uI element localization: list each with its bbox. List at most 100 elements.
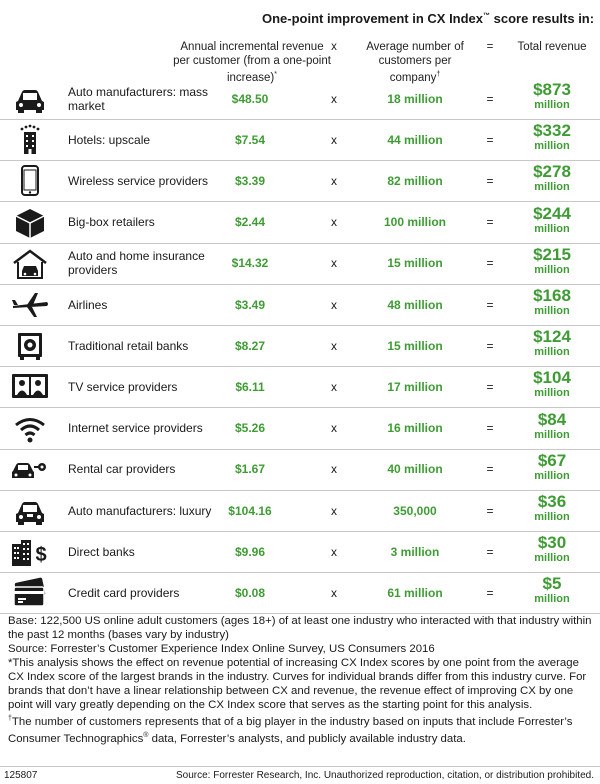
safe-icon [10, 330, 50, 361]
multiply-sign: x [331, 132, 337, 147]
table-row: $ Direct banks $9.96 x 3 million = $30 million [0, 531, 600, 574]
table-row: Auto manufacturers: luxury $104.16 x 350,00… [0, 490, 600, 532]
revenue-per-customer: $7.54 [234, 132, 266, 147]
equals-sign: = [486, 338, 494, 353]
multiply-sign: x [331, 297, 337, 312]
svg-text:$: $ [35, 544, 46, 566]
revenue-per-customer: $2.44 [234, 215, 266, 230]
customer-count: 350,000 [393, 503, 437, 518]
customer-count: 15 million [387, 338, 443, 353]
total-revenue-unit: million [534, 469, 570, 482]
total-revenue-unit: million [534, 428, 570, 441]
total-revenue: $84 million [510, 410, 594, 441]
multiply-sign: x [331, 173, 337, 188]
total-revenue-value: $278 [533, 162, 571, 182]
revenue-per-customer: $5.26 [234, 421, 266, 436]
revenue-per-customer: $1.67 [234, 462, 266, 477]
multiply-sign: x [331, 544, 337, 559]
table-row: Auto and home insurance providers $14.32 x… [0, 243, 600, 285]
total-revenue-unit: million [534, 140, 570, 153]
customer-count: 48 million [387, 297, 443, 312]
total-revenue: $278 million [510, 162, 594, 193]
table-row: Hotels: upscale $7.54 x 44 million = $332 mill… [0, 119, 600, 162]
multiply-sign: x [331, 256, 337, 271]
total-revenue-value: $124 [533, 327, 571, 347]
note-dagger: †The number of customers represents that… [8, 715, 573, 745]
revenue-per-customer: $3.39 [234, 173, 266, 188]
total-revenue: $36 million [510, 492, 594, 523]
column-header-total: Total revenue [517, 41, 587, 53]
revenue-per-customer: $14.32 [231, 256, 269, 271]
industry-name: Auto and home insurance providers [68, 249, 205, 278]
multiply-sign: x [331, 379, 337, 394]
figure-id: 125807 [4, 770, 38, 781]
phone-icon [10, 165, 50, 197]
industry-name: Rental car providers [68, 462, 176, 477]
customer-count: 16 million [387, 421, 443, 436]
total-revenue-value: $244 [533, 203, 571, 223]
total-revenue: $244 million [510, 204, 594, 235]
hotel-icon [10, 124, 50, 155]
building-dollar-icon: $ [10, 536, 50, 567]
total-revenue: $5 million [510, 574, 594, 605]
equals-sign: = [486, 421, 494, 436]
total-revenue: $30 million [510, 533, 594, 564]
revenue-per-customer: $0.08 [234, 585, 266, 600]
industry-name: Big-box retailers [68, 215, 155, 230]
column-header-per-customer: Annual incremental revenue per customer … [173, 41, 331, 84]
total-revenue: $873 million [510, 80, 594, 111]
total-revenue-value: $332 [533, 121, 571, 141]
total-revenue: $104 million [510, 368, 594, 399]
total-revenue-value: $168 [533, 286, 571, 305]
table-row: TV service providers $6.11 x 17 million = $10… [0, 366, 600, 409]
total-revenue-unit: million [534, 263, 570, 276]
industry-name: Hotels: upscale [68, 132, 151, 147]
total-revenue-value: $873 [533, 80, 571, 99]
equals-sign: = [486, 379, 494, 394]
car-icon [10, 83, 50, 114]
total-revenue-unit: million [534, 346, 570, 359]
industry-name: Auto manufacturers: mass market [68, 84, 209, 113]
table-row: Internet service providers $5.26 x 16 milli… [0, 408, 600, 450]
revenue-per-customer: $9.96 [234, 544, 266, 559]
industry-name: Credit card providers [68, 585, 180, 600]
industry-name: Direct banks [68, 544, 135, 559]
chart-title: One-point improvement in CX Index™ score… [262, 11, 595, 26]
note-base: Base: 122,500 US online adult customers … [8, 615, 592, 641]
car-key-icon [10, 454, 50, 485]
total-revenue-value: $67 [537, 450, 567, 470]
total-revenue-unit: million [534, 305, 570, 317]
box-icon [10, 207, 50, 238]
total-revenue-value: $215 [533, 244, 571, 264]
customer-count: 17 million [387, 379, 443, 394]
total-revenue-unit: million [534, 99, 570, 111]
customer-count: 61 million [387, 585, 443, 600]
equals-sign: = [486, 256, 494, 271]
revenue-per-customer: $48.50 [231, 91, 269, 106]
table-row: Wireless service providers $3.39 x 82 milli… [0, 160, 600, 203]
multiply-sign: x [331, 421, 337, 436]
customer-count: 82 million [387, 173, 443, 188]
table-row: Big-box retailers $2.44 x 100 million = $244 m… [0, 202, 600, 244]
total-revenue: $168 million [510, 286, 594, 317]
total-revenue-unit: million [534, 552, 570, 565]
equals-sign: = [486, 544, 494, 559]
industry-name: TV service providers [68, 379, 178, 394]
total-revenue-value: $36 [537, 492, 567, 511]
table-row: Airlines $3.49 x 48 million = $168 million [0, 284, 600, 326]
equals-sign: = [486, 297, 494, 312]
footer-source: Source: Forrester Research, Inc. Unautho… [176, 770, 594, 781]
total-revenue-value: $104 [533, 368, 571, 388]
equals-sign: = [486, 132, 494, 147]
tv-icon [10, 371, 50, 402]
revenue-per-customer: $8.27 [234, 338, 266, 353]
total-revenue-unit: million [534, 222, 570, 235]
industry-name: Internet service providers [68, 421, 203, 436]
footer: 125807 Source: Forrester Research, Inc. … [0, 766, 600, 784]
equals-sign: = [486, 462, 494, 477]
total-revenue: $67 million [510, 451, 594, 482]
total-revenue: $124 million [510, 327, 594, 358]
table-row: Rental car providers $1.67 x 40 million = $67… [0, 449, 600, 491]
multiply-sign: x [331, 585, 337, 600]
table-row: Traditional retail banks $8.27 x 15 million… [0, 325, 600, 368]
